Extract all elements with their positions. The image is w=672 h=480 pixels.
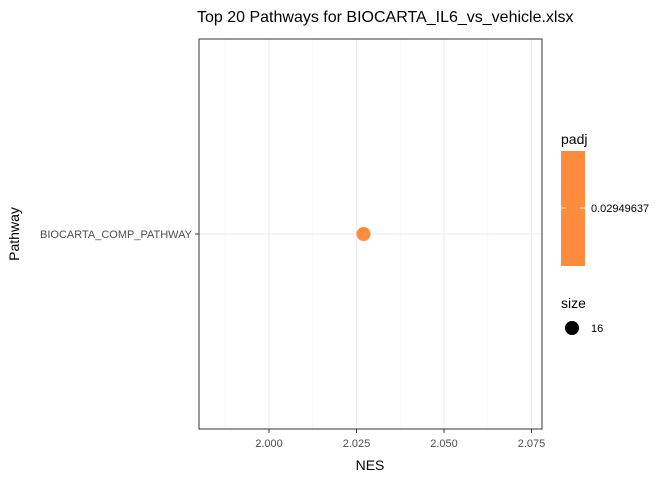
y-tick-label: BIOCARTA_COMP_PATHWAY [40, 229, 193, 241]
y-axis-title: Pathway [6, 207, 22, 261]
x-tick-label: 2.000 [255, 438, 283, 450]
x-axis: 2.000 2.025 2.050 2.075 [255, 429, 545, 450]
legend-color: padj 0.02949637 [561, 131, 649, 266]
legend-color-title: padj [561, 131, 587, 147]
chart-title: Top 20 Pathways for BIOCARTA_IL6_vs_vehi… [197, 9, 573, 26]
legend-color-label: 0.02949637 [591, 203, 649, 215]
grid [199, 39, 542, 429]
x-tick-label: 2.075 [518, 438, 546, 450]
legend-size: size 16 [561, 295, 603, 335]
x-axis-title: NES [356, 457, 385, 473]
y-axis: BIOCARTA_COMP_PATHWAY [40, 229, 199, 241]
x-tick-label: 2.025 [343, 438, 371, 450]
points [356, 227, 371, 241]
x-tick-label: 2.050 [430, 438, 458, 450]
legend-size-title: size [561, 295, 586, 311]
plot-panel [198, 38, 543, 430]
data-point [356, 227, 371, 241]
legend-size-key [565, 321, 579, 335]
legend-size-label: 16 [591, 323, 603, 335]
